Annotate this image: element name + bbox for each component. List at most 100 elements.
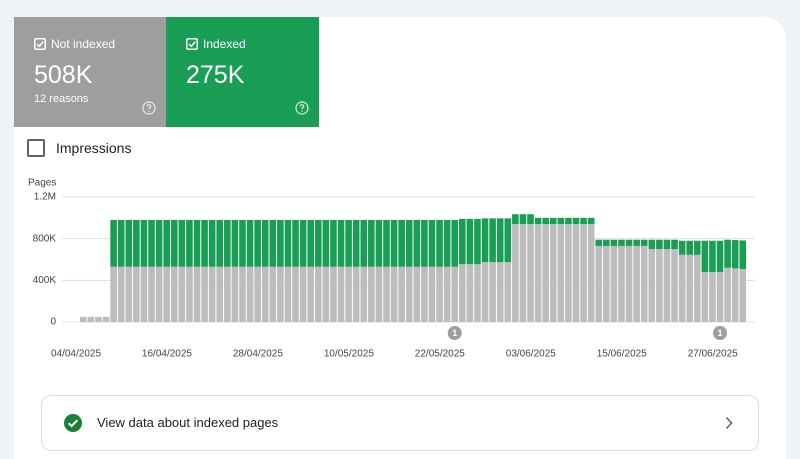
y-tick-label: 1.2M [34,192,56,203]
bar-segment [709,240,716,272]
bar-segment [375,219,383,267]
bar-segment [239,266,246,322]
bar-segment [451,266,459,322]
bar-segment [383,266,390,322]
bar-segment [709,272,716,322]
bar-segment [133,266,140,322]
bar-segment [201,266,208,322]
bar-segment [489,262,496,322]
bar-segment [216,266,224,322]
annotation-marker[interactable]: 1 [713,326,728,340]
bar-segment [466,218,474,265]
bar-segment [277,266,284,322]
bar-segment [640,239,648,246]
bar-segment [481,262,489,322]
bar-segment [633,239,640,246]
annotation-marker[interactable]: 1 [447,326,462,340]
bar-segment [459,218,466,265]
bar-segment [186,266,193,322]
help-icon[interactable] [142,101,156,115]
bar-segment [307,266,314,322]
bar-segment [163,266,170,322]
bar-segment [686,240,693,255]
bar-segment [656,239,663,250]
y-tick-label: 0 [50,317,56,328]
bar-segment [572,224,580,322]
bar-segment [413,266,421,322]
x-tick-label: 27/06/2025 [688,349,738,360]
bar-segment [117,219,125,267]
checkbox-checked [186,38,198,50]
bar-segment [117,266,125,322]
bar-segment [314,219,322,267]
bar-segment [656,249,663,322]
bar-segment [345,266,352,322]
bar-segment [261,219,269,267]
bar-segment [352,266,360,322]
bar-segment [489,218,496,263]
bar-segment [512,214,519,225]
bar-segment [716,240,724,272]
bar-segment [436,266,443,322]
bar-segment [648,239,656,250]
bar-segment [314,266,322,322]
bar-segment [405,266,413,322]
bar-segment [724,239,731,268]
bar-segment [170,266,178,322]
bar-segment [481,218,489,263]
bar-segment [663,249,671,322]
bar-segment [337,266,345,322]
not-indexed-card[interactable]: Not indexed 508K 12 reasons [14,17,166,127]
y-tick-label: 800K [33,233,57,244]
bar-segment [375,266,383,322]
bar-segment [686,254,693,322]
bar-segment [163,219,170,267]
bar-segment [292,219,299,267]
bar-segment [102,316,110,322]
x-tick-label: 16/04/2025 [142,349,192,360]
bar-segment [739,240,747,270]
bar-segment [466,264,474,322]
indexed-card[interactable]: Indexed 275K [166,17,319,127]
card-detail: 12 reasons [34,93,89,105]
bar-segment [527,214,534,225]
bar-segment [565,224,572,322]
bar-segment [284,266,292,322]
bar-segment [504,262,512,322]
annotation-label: 1 [452,328,457,338]
bar-segment [603,239,610,246]
bar-segment [155,219,163,267]
bar-segment [299,266,307,322]
bar-segment [519,214,527,225]
x-tick-label: 04/04/2025 [51,349,101,360]
bar-segment [549,217,557,225]
bar-segment [330,219,337,267]
bar-segment [496,218,504,263]
x-tick-label: 28/04/2025 [233,349,283,360]
bar-segment [701,240,709,272]
bar-segment [337,219,345,267]
bar-segment [542,224,549,322]
bar-segment [239,219,246,267]
chevron-icon [725,416,733,430]
bar-segment [595,245,603,322]
bar-segment [360,266,368,322]
x-tick-label: 03/06/2025 [506,349,556,360]
bar-segment [421,266,428,322]
bar-segment [193,219,201,267]
help-icon[interactable] [295,101,309,115]
bar-segment [724,267,731,322]
bar-segment [580,224,587,322]
bar-segment [360,219,368,267]
bar-segment [474,218,481,265]
bar-segment [368,219,375,267]
bar-segment [80,316,87,322]
impressions-toggle[interactable]: Impressions [27,139,131,157]
checkbox-unchecked [27,139,45,157]
bar-segment [140,266,148,322]
bar-segment [231,219,239,267]
bar-segment [428,219,436,267]
indexed-pages-link[interactable]: View data about indexed pages [41,395,759,451]
toggle-label: Impressions [56,140,132,156]
bar-segment [496,262,504,322]
